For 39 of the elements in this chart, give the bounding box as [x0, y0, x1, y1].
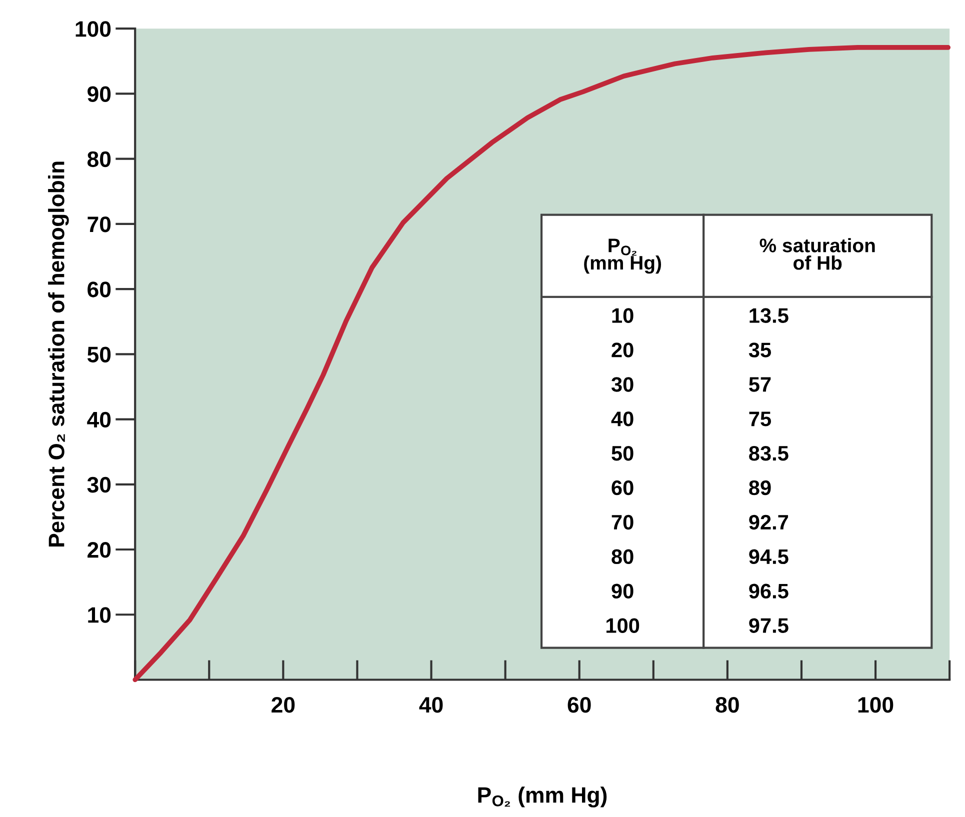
- annotation: 83.5: [749, 446, 788, 461]
- x-tick-label: 20: [272, 696, 295, 713]
- y-tick-label: 20: [88, 542, 111, 558]
- x-tick-label: 60: [568, 696, 591, 713]
- annotation: 57: [749, 377, 771, 392]
- annotation: 35: [748, 342, 771, 358]
- annotation: 30: [611, 377, 634, 392]
- annotation: 80: [612, 549, 634, 564]
- annotation: 97.5: [749, 618, 788, 633]
- annotation: 96.5: [749, 584, 788, 599]
- annotation: 94.5: [749, 549, 788, 564]
- annotation: 60: [612, 480, 634, 496]
- annotation: 92.7: [749, 514, 788, 530]
- annotation: 70: [612, 514, 634, 530]
- annotation: 89: [749, 480, 771, 496]
- y-tick-label: 10: [88, 607, 111, 623]
- x-axis-title: P$_{O₂}$ (mm Hg): [478, 786, 607, 808]
- x-tick-label: 100: [858, 696, 894, 713]
- y-tick-label: 100: [76, 21, 111, 37]
- y-tick-label: 50: [87, 346, 111, 362]
- y-tick-label: 40: [87, 412, 111, 428]
- x-tick-label: 40: [419, 696, 443, 713]
- annotation: 40: [611, 412, 634, 426]
- annotation: 90: [612, 584, 634, 599]
- y-tick-label: 80: [87, 151, 111, 168]
- annotation: 50: [612, 446, 634, 461]
- y-tick-label: 60: [88, 282, 111, 298]
- annotation: 20: [612, 342, 634, 358]
- annotation: 75: [749, 412, 771, 426]
- y-axis-title: Percent O₂ saturation of hemoglobin: [48, 162, 69, 547]
- annotation: % saturation of Hb: [760, 238, 875, 270]
- y-tick-label: 30: [87, 476, 111, 493]
- x-tick-label: 80: [716, 696, 739, 713]
- annotation: 13.5: [750, 308, 788, 323]
- annotation: 10: [612, 308, 634, 323]
- annotation: 100: [606, 618, 640, 633]
- y-tick-label: 70: [88, 216, 111, 232]
- y-tick-label: 90: [88, 86, 111, 102]
- annotation: P$_{O₂}$ (mm Hg): [584, 238, 662, 274]
